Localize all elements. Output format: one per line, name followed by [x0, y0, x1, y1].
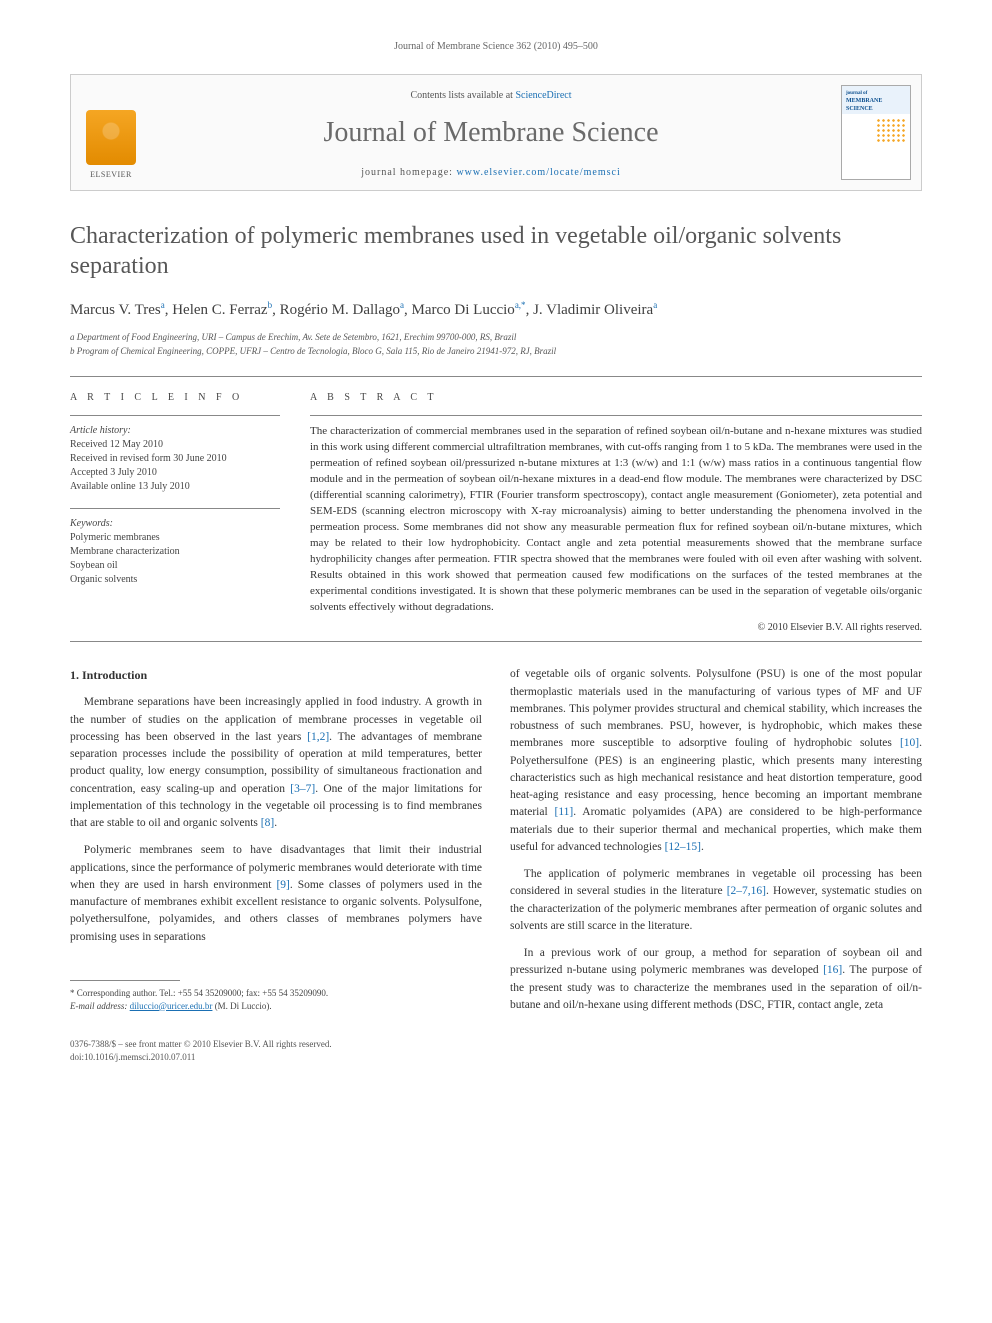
body-text: 1. Introduction Membrane separations hav…: [70, 666, 922, 1024]
affiliation: b Program of Chemical Engineering, COPPE…: [70, 345, 922, 359]
footnote-divider: [70, 980, 180, 981]
cover-thumb-block: journal of MEMBRANE SCIENCE: [831, 75, 921, 190]
article-info-heading: A R T I C L E I N F O: [70, 391, 280, 405]
section-number: 1.: [70, 668, 79, 682]
history-item: Accepted 3 July 2010: [70, 466, 280, 480]
homepage-prefix: journal homepage:: [361, 167, 456, 178]
homepage-line: journal homepage: www.elsevier.com/locat…: [161, 166, 821, 180]
history-item: Received in revised form 30 June 2010: [70, 452, 280, 466]
email-label: E-mail address:: [70, 1001, 127, 1011]
corresponding-author: * Corresponding author. Tel.: +55 54 352…: [70, 987, 482, 1000]
divider: [70, 508, 280, 509]
keyword: Soybean oil: [70, 559, 280, 573]
sciencedirect-link[interactable]: ScienceDirect: [515, 90, 571, 101]
affiliations: a Department of Food Engineering, URI – …: [70, 331, 922, 358]
cover-dots-icon: [876, 118, 906, 142]
paragraph: The application of polymeric membranes i…: [510, 866, 922, 935]
front-matter-line: 0376-7388/$ – see front matter © 2010 El…: [70, 1038, 922, 1051]
cover-label-top: journal of: [846, 90, 906, 97]
abstract: A B S T R A C T The characterization of …: [310, 391, 922, 635]
masthead-center: Contents lists available at ScienceDirec…: [151, 75, 831, 190]
abstract-text: The characterization of commercial membr…: [310, 424, 922, 615]
email-line: E-mail address: diluccio@uricer.edu.br (…: [70, 1000, 482, 1013]
abstract-heading: A B S T R A C T: [310, 391, 922, 405]
journal-cover-icon: journal of MEMBRANE SCIENCE: [841, 85, 911, 180]
elsevier-tree-icon: [86, 110, 136, 165]
paragraph: Polymeric membranes seem to have disadva…: [70, 842, 482, 946]
homepage-link[interactable]: www.elsevier.com/locate/memsci: [456, 167, 620, 178]
publisher-logo-block: ELSEVIER: [71, 75, 151, 190]
email-link[interactable]: diluccio@uricer.edu.br: [130, 1001, 213, 1011]
article-title: Characterization of polymeric membranes …: [70, 221, 922, 281]
article-history: Article history: Received 12 May 2010 Re…: [70, 424, 280, 494]
affiliation: a Department of Food Engineering, URI – …: [70, 331, 922, 345]
section-heading: 1. Introduction: [70, 666, 482, 684]
divider: [310, 415, 922, 416]
cover-label-main: MEMBRANE SCIENCE: [846, 97, 906, 114]
keywords-block: Keywords: Polymeric membranes Membrane c…: [70, 517, 280, 587]
keyword: Organic solvents: [70, 573, 280, 587]
contents-prefix: Contents lists available at: [410, 90, 515, 101]
paragraph: of vegetable oils of organic solvents. P…: [510, 666, 922, 856]
keyword: Membrane characterization: [70, 545, 280, 559]
history-item: Available online 13 July 2010: [70, 480, 280, 494]
running-head: Journal of Membrane Science 362 (2010) 4…: [70, 40, 922, 54]
history-item: Received 12 May 2010: [70, 438, 280, 452]
footer: 0376-7388/$ – see front matter © 2010 El…: [70, 1038, 922, 1063]
abstract-copyright: © 2010 Elsevier B.V. All rights reserved…: [310, 621, 922, 635]
keyword: Polymeric membranes: [70, 531, 280, 545]
journal-title: Journal of Membrane Science: [161, 113, 821, 152]
history-label: Article history:: [70, 424, 280, 438]
paragraph: In a previous work of our group, a metho…: [510, 945, 922, 1014]
article-info: A R T I C L E I N F O Article history: R…: [70, 391, 280, 635]
divider: [70, 641, 922, 642]
section-title: Introduction: [82, 668, 147, 682]
paragraph: Membrane separations have been increasin…: [70, 694, 482, 832]
contents-line: Contents lists available at ScienceDirec…: [161, 89, 821, 103]
doi-line: doi:10.1016/j.memsci.2010.07.011: [70, 1051, 922, 1064]
footnotes: * Corresponding author. Tel.: +55 54 352…: [70, 987, 482, 1012]
keywords-label: Keywords:: [70, 517, 280, 531]
publisher-name: ELSEVIER: [90, 169, 132, 180]
divider: [70, 415, 280, 416]
page: Journal of Membrane Science 362 (2010) 4…: [0, 0, 992, 1113]
email-who: (M. Di Luccio).: [215, 1001, 272, 1011]
info-abstract-row: A R T I C L E I N F O Article history: R…: [70, 377, 922, 641]
masthead: ELSEVIER Contents lists available at Sci…: [70, 74, 922, 191]
author-list: Marcus V. Tresa, Helen C. Ferrazb, Rogér…: [70, 299, 922, 321]
